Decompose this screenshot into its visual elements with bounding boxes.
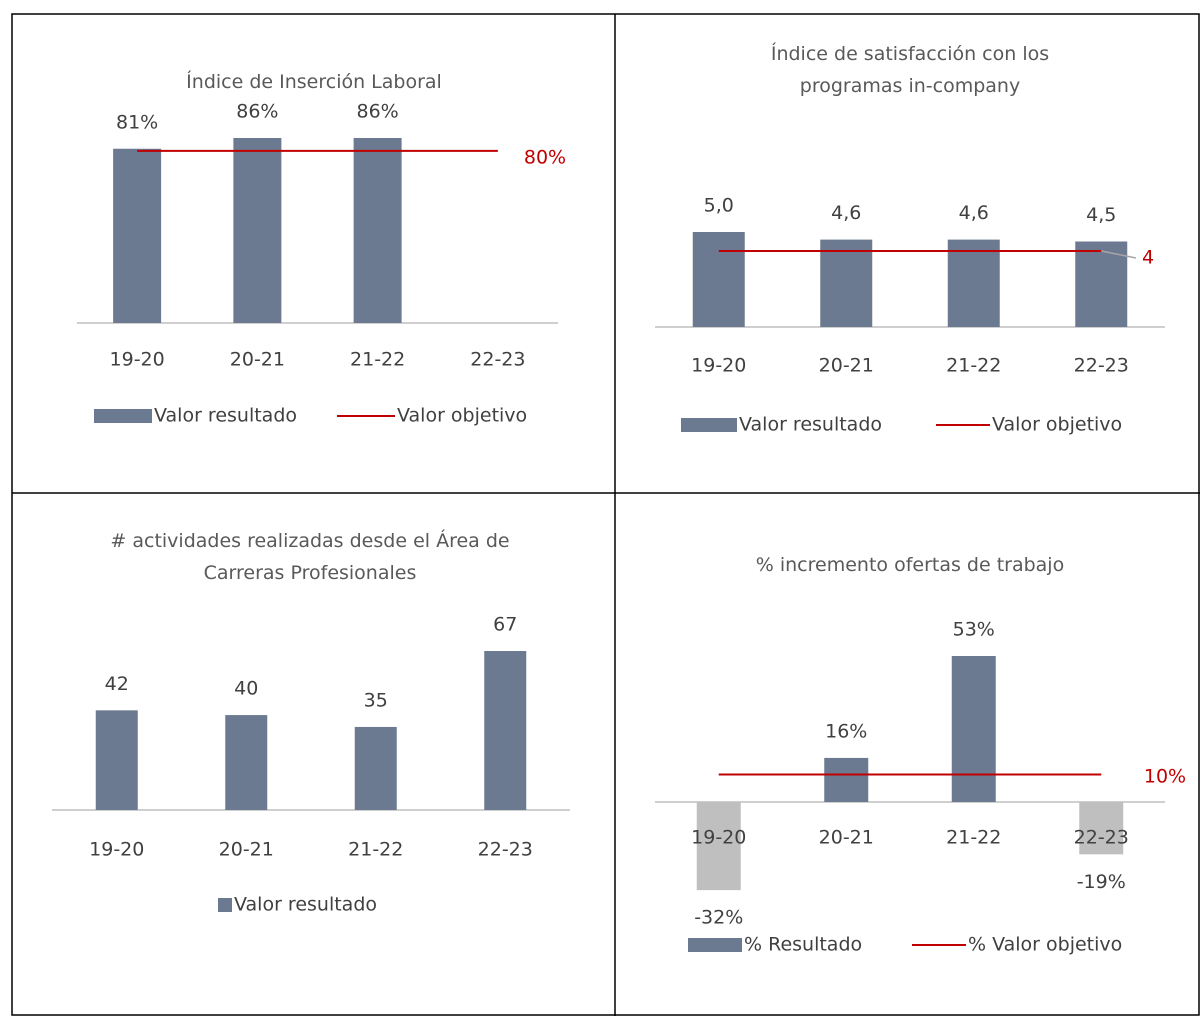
x-tick-label: 22-23 (1074, 355, 1129, 377)
x-tick-label: 19-20 (89, 839, 144, 861)
data-label: 86% (236, 101, 278, 123)
bar (113, 148, 162, 323)
legend-label: Valor resultado (234, 894, 377, 916)
bar (696, 802, 741, 891)
data-label: 42 (105, 673, 129, 695)
bar (1079, 802, 1124, 855)
x-tick-label: 19-20 (691, 355, 746, 377)
legend-swatch (218, 898, 232, 912)
bar (233, 138, 282, 323)
x-tick-label: 20-21 (819, 827, 874, 849)
legend-label: % Valor objetivo (968, 934, 1122, 956)
bar (484, 651, 527, 810)
legend-label: % Resultado (744, 934, 862, 956)
data-label: -19% (1077, 871, 1126, 893)
data-label: 86% (357, 101, 399, 123)
bar (353, 138, 402, 323)
x-tick-label: 21-22 (946, 827, 1001, 849)
bar (1075, 241, 1128, 327)
x-tick-label: 22-23 (470, 349, 525, 371)
frame (11, 13, 1200, 1016)
chart-title: # actividades realizadas desde el Área d… (110, 530, 510, 584)
bar (95, 710, 138, 810)
legend-label: Valor objetivo (397, 405, 527, 427)
legend-label: Valor resultado (739, 414, 882, 436)
chart-title: Índice de Inserción Laboral (186, 71, 442, 93)
data-label: 4,6 (959, 202, 989, 224)
bar (692, 232, 745, 327)
chart-title: % incremento ofertas de trabajo (755, 554, 1065, 576)
data-label: 4,5 (1086, 204, 1116, 226)
data-label: 4,6 (831, 202, 861, 224)
label-connector (1101, 250, 1137, 259)
bar (820, 239, 873, 327)
data-label: 16% (825, 720, 867, 742)
bar (951, 656, 996, 802)
chart-title: Índice de satisfacción con los programas… (770, 43, 1050, 97)
x-tick-label: 22-23 (1074, 827, 1129, 849)
bar (947, 239, 1000, 327)
x-tick-label: 20-21 (230, 349, 285, 371)
legend-swatch (681, 418, 737, 432)
x-tick-label: 21-22 (946, 355, 1001, 377)
x-tick-label: 20-21 (819, 355, 874, 377)
data-label: 40 (234, 678, 258, 700)
legend-swatch (688, 938, 742, 952)
bar (824, 757, 869, 802)
x-tick-label: 19-20 (110, 349, 165, 371)
bar (225, 715, 268, 810)
x-tick-label: 22-23 (478, 839, 533, 861)
x-tick-label: 20-21 (219, 839, 274, 861)
data-label: 81% (116, 111, 158, 133)
target-label: 80% (524, 147, 566, 169)
data-label: 53% (953, 619, 995, 641)
target-label: 4 (1142, 247, 1154, 269)
data-label: -32% (694, 907, 743, 929)
legend-label: Valor resultado (154, 405, 297, 427)
legend-label: Valor objetivo (992, 414, 1122, 436)
data-label: 67 (493, 614, 517, 636)
x-tick-label: 19-20 (691, 827, 746, 849)
data-label: 5,0 (704, 195, 734, 217)
legend-swatch (94, 409, 152, 423)
x-tick-label: 21-22 (350, 349, 405, 371)
data-label: 35 (364, 689, 388, 711)
x-tick-label: 21-22 (348, 839, 403, 861)
target-label: 10% (1144, 766, 1186, 788)
bar (354, 726, 397, 810)
